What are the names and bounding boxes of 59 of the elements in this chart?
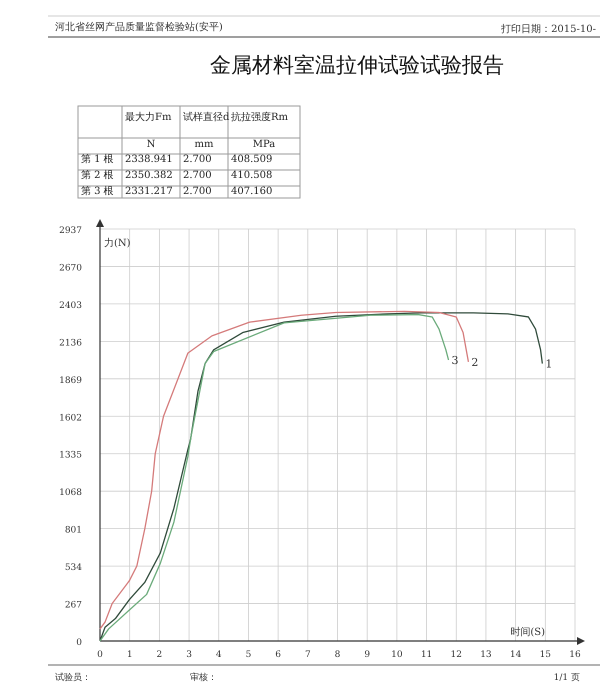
series-label: 1 [545,358,552,371]
x-tick-label: 5 [246,650,252,660]
x-tick-label: 0 [97,650,104,660]
text: 审核： [190,672,217,683]
text: N [146,139,156,150]
text: 2338.941 [125,154,173,165]
x-tick-label: 11 [420,650,432,660]
text: mm [194,139,214,150]
y-tick-label: 2670 [59,263,82,274]
x-tick-label: 1 [126,650,133,660]
x-tick-label: 2 [156,650,162,660]
x-tick-label: 15 [540,650,552,660]
text: 2350.382 [125,170,173,181]
x-tick-label: 9 [364,650,370,660]
y-tick-label: 1602 [59,413,82,424]
text: 2331.217 [125,186,173,197]
x-tick-label: 10 [391,650,403,660]
y-tick-label: 1335 [59,450,82,461]
text: 1/1 页 [554,673,580,683]
text: 2.700 [183,186,212,197]
text: 2.700 [183,170,212,181]
text: 第 3 根 [81,185,114,197]
y-tick-label: 534 [64,563,82,574]
x-tick-label: 12 [450,650,462,660]
x-tick-label: 16 [569,650,581,660]
y-tick-label: 1869 [59,376,82,386]
x-tick-label: 7 [304,650,311,660]
text: 408.509 [231,154,272,165]
x-tick-label: 8 [334,650,341,660]
y-tick-label: 0 [76,638,82,648]
text: 试验员： [55,672,91,683]
text: 河北省丝网产品质量监督检验站(安平) [55,21,223,33]
y-tick-label: 267 [64,600,82,611]
y-tick-label: 2937 [59,226,82,236]
x-tick-label: 6 [275,650,282,660]
y-tick-label: 2136 [59,338,82,348]
y-axis-title: 力(N) [104,237,131,249]
y-tick-label: 2403 [59,300,82,311]
text: 抗拉强度Rm [231,111,289,123]
text: MPa [252,139,276,150]
x-tick-label: 14 [510,650,522,660]
text: 407.160 [231,186,272,197]
series-label: 2 [471,356,478,369]
x-axis-title: 时间(S) [510,626,546,638]
text: 试样直径d [183,111,230,123]
series-label: 3 [452,354,459,368]
text: 410.508 [231,170,272,181]
x-tick-label: 4 [216,650,222,660]
text: 第 2 根 [81,169,114,181]
text: 第 1 根 [81,153,114,165]
y-tick-label: 1068 [59,488,82,498]
y-tick-label: 801 [64,526,82,536]
text: 打印日期：2015-10- [500,23,596,35]
text: 最大力Fm [125,111,172,123]
line-series [99,312,543,642]
x-tick-label: 3 [186,650,192,660]
text: 2.700 [183,154,212,165]
chart-title: 金属材料室温拉伸试验试验报告 [210,53,504,77]
x-tick-label: 13 [480,650,492,660]
